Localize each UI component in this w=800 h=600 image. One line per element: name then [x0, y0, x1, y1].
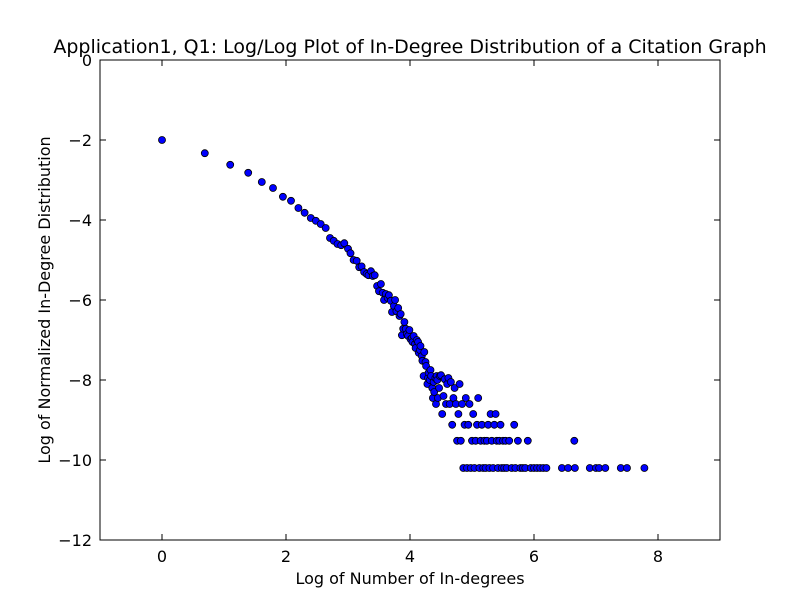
data-point: [416, 342, 425, 350]
data-point: [496, 420, 505, 429]
data-point: [346, 249, 355, 258]
data-point: [640, 464, 649, 472]
data-point: [455, 380, 464, 388]
x-tick-label: 4: [405, 547, 415, 566]
data-point: [464, 420, 473, 429]
data-point: [448, 420, 457, 429]
data-point: [391, 296, 400, 304]
points-layer: [158, 136, 649, 472]
data-point: [456, 436, 465, 445]
data-point: [257, 178, 266, 186]
data-point: [435, 384, 444, 392]
data-point: [316, 220, 325, 228]
data-point: [376, 280, 385, 288]
chart-title: Application1, Q1: Log/Log Plot of In-Deg…: [53, 36, 766, 58]
data-point: [446, 378, 455, 386]
data-point: [226, 160, 235, 169]
data-point: [439, 392, 448, 400]
x-tick-label: 2: [281, 547, 291, 566]
y-tick-label: −6: [68, 291, 92, 310]
data-point: [623, 464, 631, 472]
data-point: [601, 464, 610, 472]
data-point: [514, 436, 522, 445]
data-point: [450, 384, 459, 392]
y-tick-label: −12: [58, 531, 92, 550]
data-point: [396, 310, 405, 318]
data-point: [294, 204, 303, 212]
data-point: [523, 436, 532, 445]
x-tick-label: 0: [157, 547, 167, 566]
data-point: [370, 271, 379, 280]
data-point: [352, 256, 361, 265]
x-tick-label: 6: [529, 547, 539, 566]
data-point: [564, 464, 572, 472]
data-point: [287, 196, 295, 205]
x-axis-label: Log of Number of In-degrees: [295, 569, 524, 588]
y-tick-label: −8: [68, 371, 92, 390]
data-point: [461, 394, 470, 402]
y-axis-label: Log of Normalized In-Degree Distribution: [35, 136, 54, 463]
data-point: [158, 136, 166, 144]
data-point: [465, 400, 474, 408]
data-point: [244, 168, 253, 177]
data-point: [571, 464, 579, 472]
data-point: [405, 326, 414, 334]
x-tick-label: 8: [653, 547, 663, 566]
y-tick-label: −10: [58, 451, 92, 470]
data-point: [321, 224, 330, 232]
data-point: [278, 192, 287, 201]
data-point: [491, 410, 500, 418]
data-point: [340, 239, 349, 248]
y-tick-label: −2: [68, 131, 92, 150]
data-point: [269, 184, 277, 192]
data-point: [510, 420, 519, 429]
y-tick-label: 0: [82, 51, 92, 70]
data-point: [300, 208, 309, 217]
data-point: [505, 436, 514, 445]
data-point: [438, 410, 447, 418]
data-point: [200, 149, 209, 158]
data-point: [400, 318, 409, 326]
data-point: [454, 410, 463, 418]
data-point: [420, 348, 429, 356]
data-point: [469, 410, 478, 418]
data-point: [542, 464, 551, 472]
ticks-layer: 0 2 4 6 8 0 −2 −4 −6 −8 −10 −12: [58, 51, 720, 566]
plot-frame: [99, 59, 721, 541]
data-point: [474, 394, 483, 402]
data-point: [570, 436, 579, 445]
y-tick-label: −4: [68, 211, 92, 230]
